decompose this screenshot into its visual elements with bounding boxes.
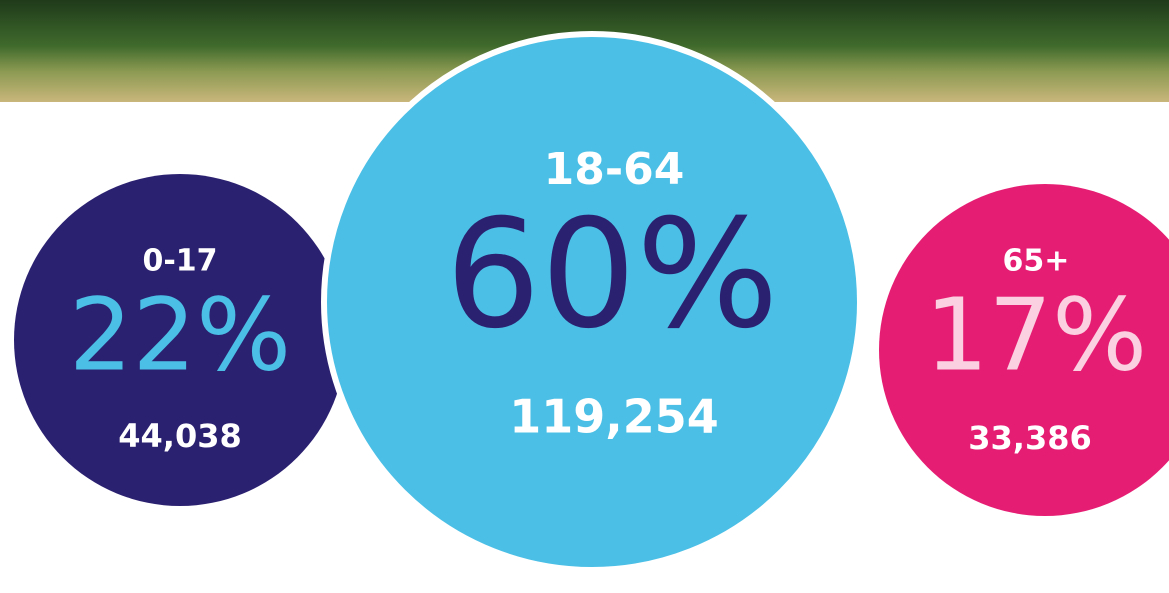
count: 119,254 <box>509 390 719 444</box>
infographic: 0-17 22% 44,038 65+ 17% 33,386 18-64 60%… <box>0 0 1169 593</box>
age-label: 65+ <box>1003 244 1070 279</box>
percent: 60% <box>445 188 778 362</box>
age-label: 0-17 <box>142 244 217 279</box>
percent: 22% <box>69 276 291 393</box>
group-0-17: 0-17 22% 44,038 <box>14 174 346 506</box>
percent: 17% <box>925 276 1147 393</box>
count: 44,038 <box>118 417 241 455</box>
group-65-plus: 65+ 17% 33,386 <box>879 184 1169 516</box>
group-18-64: 18-64 60% 119,254 <box>324 34 860 570</box>
count: 33,386 <box>968 419 1091 457</box>
